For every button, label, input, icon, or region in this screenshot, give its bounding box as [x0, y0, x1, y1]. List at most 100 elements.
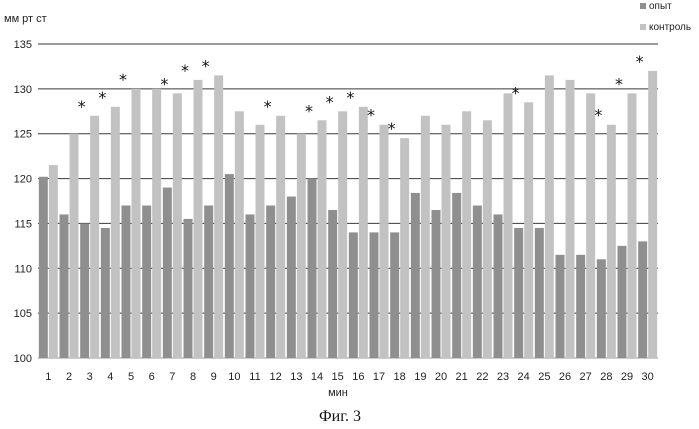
x-tick-label: 24 [518, 371, 530, 383]
bar-kontrol [318, 120, 327, 358]
bar-opyt [576, 255, 585, 358]
y-tick-label: 125 [14, 129, 32, 141]
significance-star: * [346, 88, 354, 107]
bar-opyt [328, 210, 337, 358]
bar-opyt [308, 179, 317, 358]
bar-kontrol [462, 111, 471, 358]
bar-opyt [494, 214, 503, 358]
bar-kontrol [545, 75, 554, 358]
bar-opyt [452, 193, 461, 358]
y-tick-label: 105 [14, 308, 32, 320]
x-tick-label: 5 [128, 371, 134, 383]
bar-kontrol [297, 134, 306, 358]
bar-opyt [122, 205, 131, 358]
bar-kontrol [586, 93, 595, 358]
bar-kontrol [524, 102, 533, 358]
bar-opyt [638, 241, 647, 358]
bar-kontrol [628, 93, 637, 358]
x-tick-label: 7 [169, 371, 175, 383]
bar-opyt [101, 228, 110, 358]
bar-opyt [535, 228, 544, 358]
bar-opyt [349, 232, 358, 358]
bar-kontrol [152, 89, 161, 358]
x-tick-label: 29 [621, 371, 633, 383]
bar-opyt [142, 205, 151, 358]
legend-swatch-opyt [640, 3, 646, 9]
bar-kontrol [442, 125, 451, 358]
x-tick-label: 19 [414, 371, 426, 383]
bar-opyt [246, 214, 255, 358]
x-tick-label: 9 [211, 371, 217, 383]
x-tick-label: 21 [456, 371, 468, 383]
bar-opyt [80, 223, 89, 358]
significance-star: * [264, 97, 272, 116]
significance-star: * [202, 56, 210, 75]
y-tick-label: 115 [14, 218, 32, 230]
significance-star: * [594, 106, 602, 125]
significance-star: * [388, 119, 396, 138]
bar-kontrol [648, 71, 657, 358]
x-tick-label: 12 [270, 371, 282, 383]
x-tick-label: 8 [190, 371, 196, 383]
bar-opyt [204, 205, 213, 358]
bar-kontrol [566, 80, 575, 358]
x-tick-label: 20 [435, 371, 447, 383]
bar-opyt [163, 188, 172, 358]
x-tick-label: 1 [45, 371, 51, 383]
bar-kontrol [359, 107, 368, 358]
bar-kontrol [194, 80, 203, 358]
bar-kontrol [483, 120, 492, 358]
bar-kontrol [421, 116, 430, 358]
legend-swatch-kontrol [640, 24, 646, 30]
x-tick-label: 15 [332, 371, 344, 383]
y-axis-ticks: 100105110115120125130135 [14, 39, 32, 365]
bar-opyt [60, 214, 69, 358]
bar-kontrol [49, 165, 58, 358]
x-tick-label: 16 [352, 371, 364, 383]
legend-label-kontrol: контроль [649, 22, 691, 33]
bar-kontrol [380, 125, 389, 358]
x-tick-label: 18 [394, 371, 406, 383]
bar-kontrol [132, 89, 141, 358]
legend: опыт контроль [640, 1, 691, 33]
x-tick-label: 23 [497, 371, 509, 383]
x-tick-label: 13 [290, 371, 302, 383]
bar-opyt [597, 259, 606, 358]
x-tick-label: 17 [373, 371, 385, 383]
figure-caption: Фиг. 3 [319, 408, 361, 425]
bar-opyt [411, 193, 420, 358]
bar-opyt [432, 210, 441, 358]
legend-label-opyt: опыт [649, 1, 672, 12]
x-tick-label: 2 [66, 371, 72, 383]
bar-kontrol [400, 138, 409, 358]
significance-star: * [367, 106, 375, 125]
x-tick-label: 28 [600, 371, 612, 383]
x-tick-label: 25 [538, 371, 550, 383]
bar-kontrol [70, 134, 79, 358]
x-tick-label: 30 [642, 371, 654, 383]
bar-opyt [184, 219, 193, 358]
x-tick-label: 4 [107, 371, 113, 383]
y-tick-label: 120 [14, 174, 32, 186]
x-axis-ticks: 1234567891011121314151617181920212223242… [45, 371, 654, 383]
significance-star: * [160, 74, 168, 93]
bar-opyt [390, 232, 399, 358]
bar-kontrol [338, 111, 347, 358]
bar-opyt [556, 255, 565, 358]
significance-star: * [512, 83, 520, 102]
bar-opyt [618, 246, 627, 358]
bar-opyt [473, 205, 482, 358]
y-tick-label: 135 [14, 39, 32, 51]
significance-star: * [305, 101, 313, 120]
bar-kontrol [90, 116, 99, 358]
bar-opyt [39, 177, 48, 358]
significance-star: * [615, 74, 623, 93]
significance-star: * [78, 97, 86, 116]
y-axis-label: мм рт ст [4, 13, 47, 25]
bar-kontrol [276, 116, 285, 358]
significance-star: * [98, 88, 106, 107]
bar-opyt [266, 205, 275, 358]
x-tick-label: 10 [228, 371, 240, 383]
significance-star: * [326, 92, 334, 111]
